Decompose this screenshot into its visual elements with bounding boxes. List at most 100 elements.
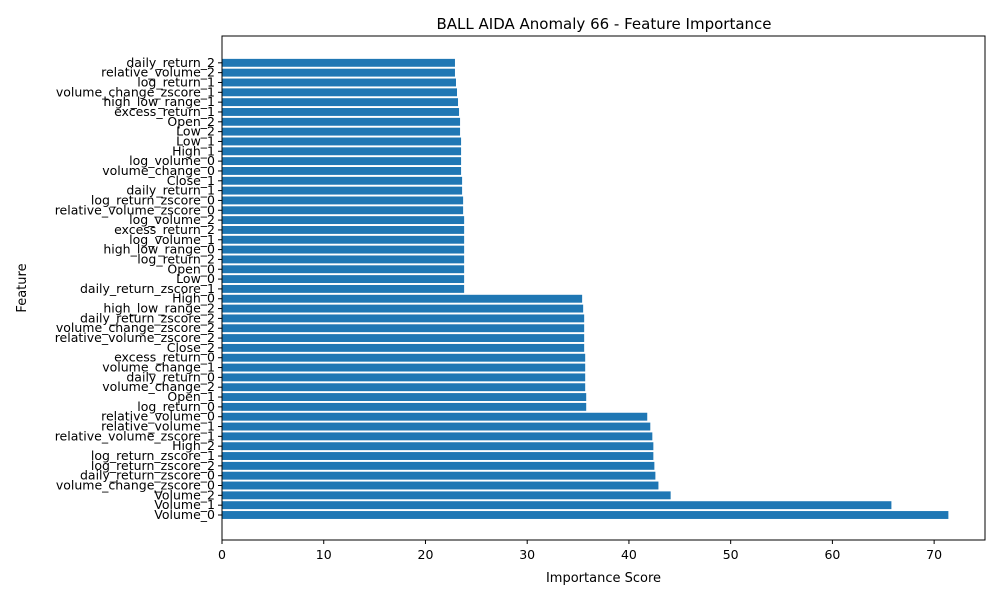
bars-group bbox=[222, 58, 949, 519]
plot-frame bbox=[221, 35, 986, 541]
y-tick-label: volume_change_0 bbox=[102, 163, 215, 178]
y-tick-label: Open_1 bbox=[167, 389, 215, 404]
y-tick-label: volume_change_zscore_1 bbox=[56, 84, 215, 99]
bar-log_return_zscore_1 bbox=[222, 452, 654, 460]
bar-High_2 bbox=[222, 442, 654, 451]
y-tick-label: daily_return_zscore_0 bbox=[80, 468, 215, 483]
y-axis-label: Feature bbox=[15, 263, 30, 312]
x-tick-label: 0 bbox=[218, 547, 226, 562]
y-tick-label: Volume_1 bbox=[154, 497, 215, 512]
bar-volume_change_zscore_2 bbox=[222, 324, 585, 333]
bar-high_low_range_2 bbox=[222, 304, 584, 313]
bar-daily_return_zscore_1 bbox=[222, 284, 465, 293]
bar-volume_change_0 bbox=[222, 167, 462, 175]
y-tick-label: High_0 bbox=[172, 291, 215, 306]
bar-log_return_1 bbox=[222, 78, 456, 87]
y-tick-label: relative_volume_zscore_1 bbox=[55, 428, 215, 443]
bar-daily_return_zscore_2 bbox=[222, 314, 585, 323]
y-tick-label: daily_return_0 bbox=[126, 369, 215, 384]
bar-log_volume_2 bbox=[222, 216, 465, 225]
bar-daily_return_0 bbox=[222, 373, 586, 382]
y-tick-label: High_2 bbox=[172, 438, 215, 453]
y-tick-label: daily_return_zscore_1 bbox=[80, 281, 215, 296]
x-tick-label: 70 bbox=[926, 547, 942, 562]
y-tick-label: volume_change_zscore_2 bbox=[56, 320, 215, 335]
bar-daily_return_1 bbox=[222, 186, 463, 195]
bar-relative_volume_zscore_2 bbox=[222, 334, 585, 343]
bar-volume_change_1 bbox=[222, 363, 586, 372]
y-tick-label: excess_return_2 bbox=[114, 222, 215, 237]
y-tick-label: Open_2 bbox=[167, 114, 215, 129]
y-tick-label: relative_volume_2 bbox=[101, 65, 215, 80]
y-tick-label: volume_change_zscore_0 bbox=[56, 478, 215, 493]
y-tick-label: Low_0 bbox=[176, 271, 215, 286]
y-tick-label: high_low_range_1 bbox=[103, 94, 215, 109]
y-tick-label: relative_volume_0 bbox=[101, 409, 215, 424]
y-tick-label: log_volume_1 bbox=[129, 232, 215, 247]
bar-volume_change_zscore_0 bbox=[222, 481, 659, 490]
bar-log_volume_0 bbox=[222, 157, 462, 166]
y-tick-label: Volume_0 bbox=[154, 507, 215, 522]
y-tick-label: log_return_zscore_1 bbox=[91, 448, 215, 463]
x-tick-label: 60 bbox=[824, 547, 840, 562]
y-tick-label: log_volume_2 bbox=[129, 212, 215, 227]
y-tick-labels: Volume_0Volume_1Volume_2volume_change_zs… bbox=[55, 55, 222, 522]
x-ticks: 0 10 20 30 40 50 60 70 bbox=[218, 540, 942, 562]
y-tick-label: Low_2 bbox=[176, 124, 215, 139]
bar-High_0 bbox=[222, 294, 583, 303]
bar-Low_2 bbox=[222, 127, 461, 136]
bar-daily_return_zscore_0 bbox=[222, 471, 656, 480]
y-tick-label: volume_change_1 bbox=[102, 360, 215, 375]
bar-Open_0 bbox=[222, 265, 465, 274]
bar-high_low_range_1 bbox=[222, 98, 459, 107]
y-tick-label: log_return_1 bbox=[137, 74, 215, 89]
bar-log_volume_1 bbox=[222, 235, 465, 244]
y-tick-label: relative_volume_1 bbox=[101, 419, 215, 434]
y-tick-label: volume_change_2 bbox=[102, 379, 215, 394]
y-tick-label: relative_volume_zscore_2 bbox=[55, 330, 215, 345]
y-tick-label: high_low_range_2 bbox=[103, 301, 215, 316]
bar-Open_1 bbox=[222, 393, 587, 401]
bar-Low_0 bbox=[222, 275, 465, 284]
y-tick-label: daily_return_zscore_2 bbox=[80, 310, 215, 325]
x-axis-label: Importance Score bbox=[546, 571, 661, 586]
bar-Open_2 bbox=[222, 117, 461, 126]
bar-log_return_0 bbox=[222, 402, 587, 411]
bar-daily_return_2 bbox=[222, 58, 455, 67]
y-tick-label: Open_0 bbox=[167, 261, 215, 276]
y-tick-label: log_volume_0 bbox=[129, 153, 215, 168]
bar-Volume_2 bbox=[222, 491, 671, 500]
y-tick-label: log_return_2 bbox=[137, 251, 215, 266]
bar-Low_1 bbox=[222, 137, 462, 146]
x-tick-label: 10 bbox=[316, 547, 332, 562]
x-tick-label: 20 bbox=[418, 547, 434, 562]
x-tick-label: 50 bbox=[723, 547, 739, 562]
bar-log_return_zscore_0 bbox=[222, 196, 464, 205]
y-tick-label: Close_2 bbox=[167, 340, 215, 355]
bar-relative_volume_1 bbox=[222, 422, 651, 431]
bar-relative_volume_0 bbox=[222, 412, 648, 421]
bar-relative_volume_zscore_0 bbox=[222, 206, 464, 215]
bar-Volume_1 bbox=[222, 501, 892, 510]
bar-log_return_zscore_2 bbox=[222, 461, 655, 470]
y-tick-label: Volume_2 bbox=[154, 487, 215, 502]
bar-excess_return_2 bbox=[222, 225, 465, 234]
y-tick-label: log_return_0 bbox=[137, 399, 215, 414]
bar-volume_change_2 bbox=[222, 383, 586, 392]
y-tick-label: high_low_range_0 bbox=[103, 242, 215, 257]
chart-title: BALL AIDA Anomaly 66 - Feature Importanc… bbox=[436, 15, 771, 33]
bar-excess_return_1 bbox=[222, 108, 460, 116]
bar-Close_2 bbox=[222, 343, 585, 352]
x-tick-label: 30 bbox=[519, 547, 535, 562]
bar-log_return_2 bbox=[222, 255, 465, 264]
bar-Close_1 bbox=[222, 176, 463, 185]
bar-excess_return_0 bbox=[222, 353, 586, 362]
y-tick-label: relative_volume_zscore_0 bbox=[55, 202, 215, 217]
y-tick-label: daily_return_1 bbox=[126, 183, 215, 198]
y-tick-label: log_return_zscore_2 bbox=[91, 458, 215, 473]
bar-relative_volume_zscore_1 bbox=[222, 432, 653, 441]
bar-high_low_range_0 bbox=[222, 245, 465, 254]
bar-relative_volume_2 bbox=[222, 68, 455, 77]
y-tick-label: High_1 bbox=[172, 143, 215, 158]
